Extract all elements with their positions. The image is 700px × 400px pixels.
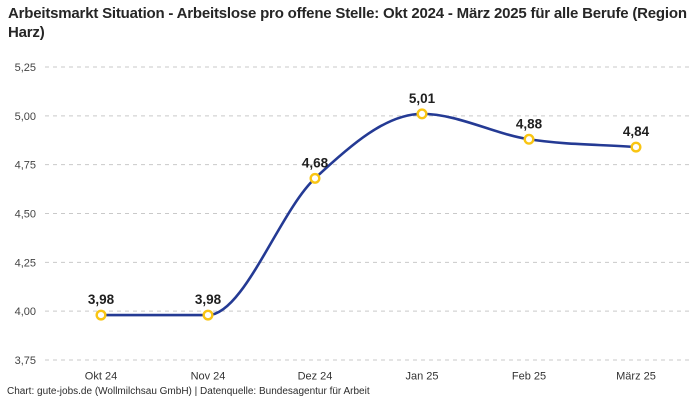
x-axis-tick-label: Dez 24 bbox=[298, 371, 333, 383]
data-point-label: 3,98 bbox=[195, 292, 222, 307]
y-axis-tick-label: 5,25 bbox=[15, 62, 36, 74]
y-axis-tick-label: 4,25 bbox=[15, 257, 36, 269]
data-point-label: 5,01 bbox=[409, 91, 436, 106]
series-line bbox=[99, 112, 638, 317]
y-axis-tick-label: 4,50 bbox=[15, 209, 36, 221]
data-point[interactable] bbox=[416, 108, 428, 120]
data-point[interactable] bbox=[95, 309, 107, 321]
x-axis-tick-label: Feb 25 bbox=[512, 371, 546, 383]
x-axis-tick-label: März 25 bbox=[616, 371, 656, 383]
y-axis-tick-label: 5,00 bbox=[15, 111, 36, 123]
data-point-label: 4,68 bbox=[302, 155, 329, 170]
x-axis-tick-label: Nov 24 bbox=[191, 371, 226, 383]
x-axis-tick-label: Okt 24 bbox=[85, 371, 117, 383]
data-point[interactable] bbox=[202, 309, 214, 321]
data-point-label: 4,88 bbox=[516, 116, 543, 131]
y-axis-tick-label: 4,00 bbox=[15, 306, 36, 318]
data-point[interactable] bbox=[630, 141, 642, 153]
chart-title: Arbeitsmarkt Situation - Arbeitslose pro… bbox=[8, 5, 687, 41]
data-point[interactable] bbox=[309, 172, 321, 184]
data-point[interactable] bbox=[523, 133, 535, 145]
chart-credit: Chart: gute-jobs.de (Wollmilchsau GmbH) … bbox=[7, 386, 370, 397]
x-axis-tick-label: Jan 25 bbox=[405, 371, 438, 383]
y-axis-tick-label: 3,75 bbox=[15, 355, 36, 367]
data-point-label: 3,98 bbox=[88, 292, 115, 307]
data-point-label: 4,84 bbox=[623, 124, 650, 139]
y-axis-tick-label: 4,75 bbox=[15, 160, 36, 172]
